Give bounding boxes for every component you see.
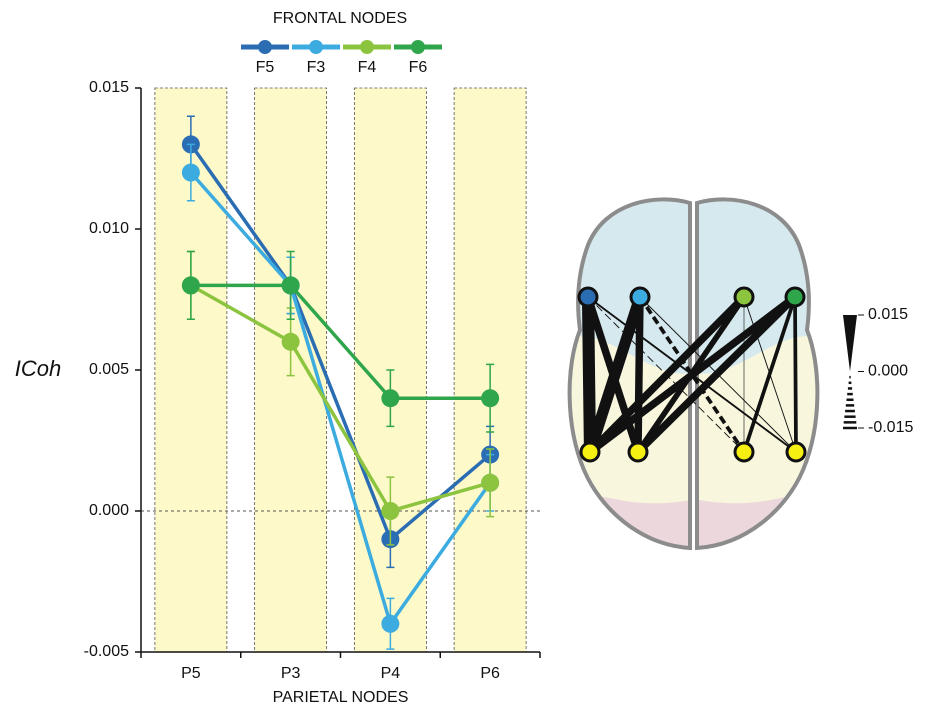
scale-tick-label: -0.015	[868, 419, 913, 436]
series-line	[191, 285, 490, 398]
legend-marker	[360, 40, 374, 54]
scale-tick-label: 0.015	[868, 306, 908, 323]
connection	[588, 297, 590, 452]
x-axis-label: PARIETAL NODES	[273, 689, 409, 706]
legend-title: FRONTAL NODES	[273, 10, 407, 27]
data-point	[481, 389, 499, 407]
y-axis-label: ICoh	[15, 356, 61, 381]
scale-tick-label: 0.000	[868, 363, 908, 380]
x-tick-label: P6	[480, 665, 500, 682]
y-tick-label: 0.010	[89, 220, 129, 237]
legend-label: F3	[307, 59, 326, 76]
legend-label: F4	[358, 59, 377, 76]
frontal-node	[786, 288, 804, 306]
y-tick-label: -0.005	[84, 643, 129, 660]
parietal-node	[581, 443, 599, 461]
data-point	[182, 276, 200, 294]
frontal-node	[631, 288, 649, 306]
figure: -0.005 0.000 0.005 0.010 0.015 P5 P3 P4 P6 PARIET…	[0, 0, 925, 706]
parietal-node	[735, 443, 753, 461]
frontal-node	[735, 288, 753, 306]
frontal-node	[579, 288, 597, 306]
x-tick-label: P4	[381, 665, 401, 682]
data-point	[182, 164, 200, 182]
data-point	[481, 474, 499, 492]
data-point	[282, 333, 300, 351]
data-point	[282, 276, 300, 294]
y-tick-label: 0.005	[89, 361, 129, 378]
legend-marker	[309, 40, 323, 54]
x-tick-label: P5	[181, 665, 201, 682]
legend-marker	[411, 40, 425, 54]
data-point	[381, 502, 399, 520]
left-hemisphere	[560, 190, 700, 560]
data-point	[381, 389, 399, 407]
legend-label: F6	[409, 59, 428, 76]
legend-label: F5	[256, 59, 275, 76]
legend-marker	[258, 40, 272, 54]
parietal-node	[629, 443, 647, 461]
data-point	[381, 615, 399, 633]
x-tick-label: P3	[281, 665, 301, 682]
connection	[795, 297, 796, 452]
scale-wedge-positive	[843, 315, 857, 372]
y-tick-label: 0.000	[89, 502, 129, 519]
connection	[638, 297, 640, 452]
y-tick-label: 0.015	[89, 79, 129, 96]
parietal-node	[787, 443, 805, 461]
